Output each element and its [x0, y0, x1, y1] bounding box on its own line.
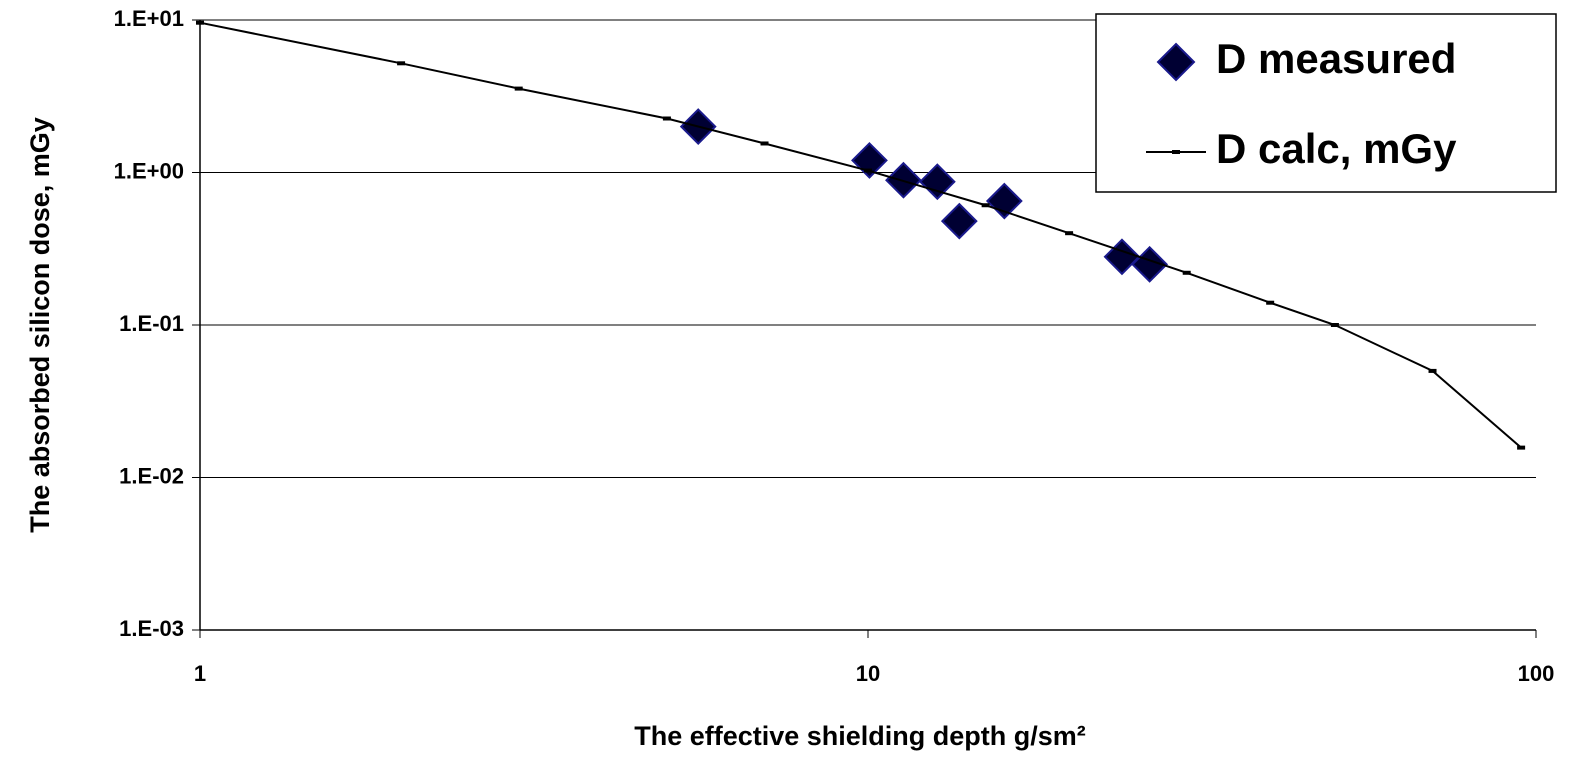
line-marker — [397, 61, 406, 66]
y-tick-label: 1.E+00 — [114, 158, 184, 183]
legend-line-marker — [1172, 150, 1180, 154]
line-marker — [864, 168, 872, 173]
y-axis-label: The absorbed silicon dose, mGy — [25, 117, 55, 533]
line-marker — [981, 203, 990, 208]
x-tick-label: 100 — [1518, 661, 1555, 686]
legend-label: D calc, mGy — [1216, 125, 1457, 172]
line-marker — [662, 116, 671, 121]
line-marker — [1266, 300, 1275, 305]
x-tick-label: 10 — [856, 661, 880, 686]
y-tick-label: 1.E+01 — [114, 6, 184, 31]
marker — [918, 163, 956, 201]
line-marker — [1182, 270, 1191, 275]
y-tick-label: 1.E-02 — [119, 463, 184, 488]
legend-box — [1095, 13, 1557, 193]
marker — [940, 202, 978, 240]
line-marker — [1330, 323, 1339, 327]
x-tick-label: 1 — [194, 661, 206, 686]
line-marker — [1517, 445, 1526, 450]
legend-label: D measured — [1216, 35, 1456, 82]
line-marker — [196, 20, 204, 25]
line-marker — [514, 86, 523, 91]
marker — [985, 182, 1023, 220]
legend-marker — [1156, 42, 1196, 82]
x-axis-label: The effective shielding depth g/sm² — [634, 721, 1086, 751]
marker — [1131, 245, 1169, 283]
line-marker — [1065, 231, 1074, 236]
line-marker — [760, 141, 769, 146]
y-tick-label: 1.E-03 — [119, 616, 184, 641]
marker — [1103, 238, 1141, 276]
y-tick-label: 1.E-01 — [119, 311, 184, 336]
line-marker — [1428, 368, 1437, 373]
marker — [851, 142, 888, 179]
